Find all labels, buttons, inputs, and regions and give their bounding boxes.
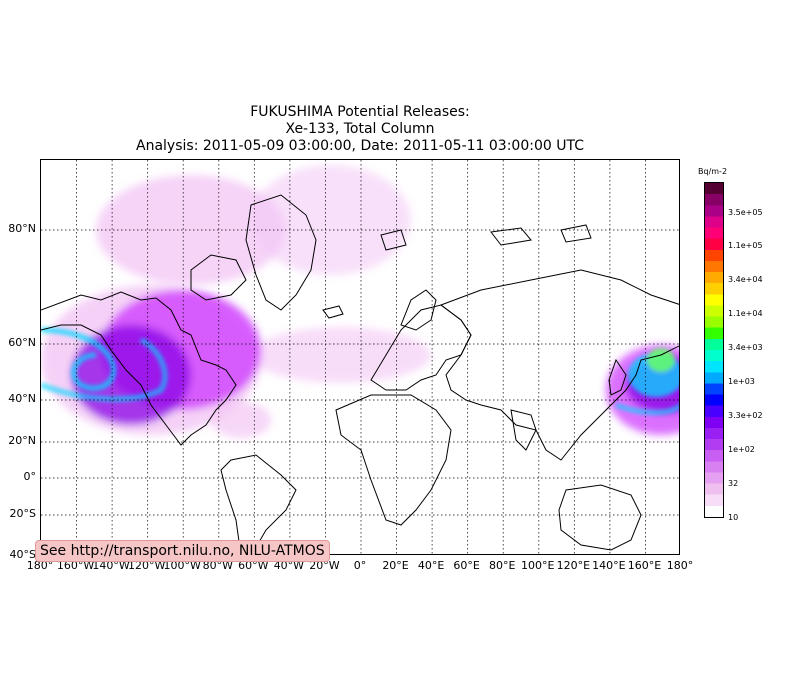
map-title-line-1: FUKUSHIMA Potential Releases:	[250, 104, 470, 120]
longitude-label: 140°W	[92, 559, 130, 572]
longitude-label: 100°E	[521, 559, 555, 572]
coast-asia	[439, 269, 679, 461]
coast-australia	[558, 484, 642, 551]
plume-north-atlantic	[96, 175, 286, 285]
latitude-label: 20°N	[8, 434, 36, 447]
map-canvas	[41, 160, 679, 554]
plume-cyan-band-west	[41, 337, 168, 402]
colorbar-tick-label: 1.1e+04	[728, 309, 763, 318]
plume-green-east	[647, 348, 675, 372]
longitude-label: 160°E	[627, 559, 662, 572]
longitude-label: 60°E	[453, 559, 480, 572]
latitude-label: 40°N	[8, 392, 36, 405]
coast-canadian-arctic	[190, 254, 247, 301]
graticule	[41, 160, 679, 554]
longitude-label: 80°W	[202, 559, 233, 572]
latitude-label: 60°N	[8, 336, 36, 349]
coast-africa	[335, 394, 452, 526]
colorbar	[704, 182, 724, 518]
longitude-label: 40°E	[417, 559, 445, 572]
colorbar-tick-label: 3.3e+02	[728, 411, 763, 420]
colorbar-tick-label: 1.1e+05	[728, 241, 763, 250]
coast-greenland	[245, 194, 317, 311]
map-panel	[40, 159, 680, 555]
map-title-line-3: Analysis: 2011-05-09 03:00:00, Date: 201…	[136, 138, 584, 154]
longitude-label: 40°W	[273, 559, 305, 572]
latitude-label: 80°N	[8, 222, 36, 235]
plume-gulf	[211, 402, 271, 438]
colorbar-tick-label: 10	[728, 513, 739, 522]
longitude-label: 100°W	[163, 559, 201, 572]
plume-layer	[41, 165, 679, 438]
longitude-label: 80°E	[488, 559, 516, 572]
colorbar-tick-label: 1e+03	[728, 377, 755, 386]
coast-scandinavia	[400, 289, 437, 331]
coast-india	[510, 409, 537, 451]
attribution-badge: See http://transport.nilu.no, NILU-ATMOS	[35, 540, 330, 562]
longitude-label: 0°	[353, 559, 367, 572]
map-title-line-2: Xe-133, Total Column	[285, 121, 435, 137]
longitude-label: 60°W	[238, 559, 269, 572]
longitude-label: 20°W	[309, 559, 340, 572]
coast-arctic-islands	[380, 224, 592, 251]
colorbar-tick-label: 32	[728, 479, 739, 488]
colorbar-tick-label: 3.4e+03	[728, 343, 763, 352]
longitude-label: 140°E	[592, 559, 626, 572]
colorbar-unit-label: Bq/m-2	[698, 167, 728, 176]
plume-atlantic-east	[251, 327, 431, 383]
latitude-label: 0°	[23, 470, 37, 483]
coast-iceland	[322, 305, 344, 319]
plume-arctic	[251, 165, 411, 275]
latitude-label: 20°S	[9, 507, 36, 520]
longitude-label: 20°E	[382, 559, 409, 572]
longitude-label: 180°	[666, 559, 694, 572]
plume-cyan-swirl-west	[41, 327, 117, 391]
colorbar-tick-label: 3.5e+05	[728, 208, 763, 217]
latitude-label: 40°S	[9, 548, 36, 561]
longitude-label: 180°	[26, 559, 54, 572]
longitude-label: 120°E	[556, 559, 591, 572]
longitude-label: 120°W	[127, 559, 166, 572]
colorbar-tick-label: 3.4e+04	[728, 275, 763, 284]
plume-cyan-arc-east	[615, 403, 679, 415]
longitude-label: 160°W	[56, 559, 95, 572]
colorbar-tick-label: 1e+02	[728, 445, 755, 454]
